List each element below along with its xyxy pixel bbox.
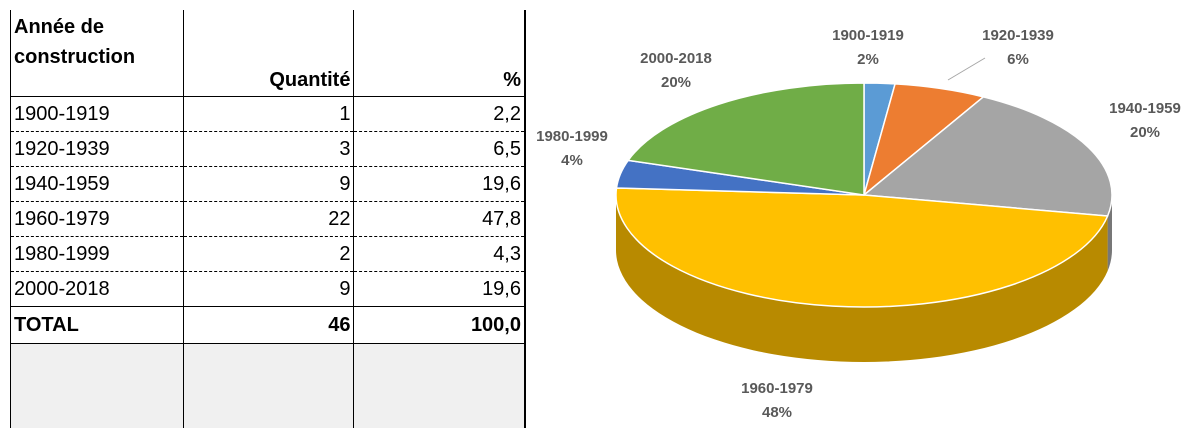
table-cell [10,343,184,428]
data-table: Année de construction Quantité% 1900-1919 1… [10,10,527,428]
table-cell: 1980-1999 [10,236,184,272]
data-label-category: 1920-1939 [982,27,1054,44]
data-label-category: 1960-1979 [741,380,813,397]
data-label-value: 2% [857,51,879,68]
leader-line [947,57,986,81]
data-label-value: 6% [1007,51,1029,68]
table-cell: 1900-1919 [10,96,184,132]
table-cell: 4,3 [353,236,527,272]
table-cell: 47,8 [353,201,527,237]
table-cell: 19,6 [353,271,527,307]
table-row: 2000-2018 9 19,6 [10,271,527,307]
data-label-value: 20% [661,74,691,91]
pie-slice [626,82,865,196]
table-cell: Année de construction [10,10,184,97]
table-cell: 1920-1939 [10,131,184,167]
table-cell: 2,2 [353,96,527,132]
data-label-category: 1980-1999 [536,128,608,145]
table-cell [182,343,354,428]
table-cell: 2 [182,236,354,272]
table-row: Année de construction Quantité% [10,10,527,97]
table-row: 1980-1999 2 4,3 [10,236,527,272]
table-row: 1920-1939 3 6,5 [10,131,527,167]
data-label-value: 20% [1130,124,1160,141]
data-label-value: 48% [762,404,792,421]
table-cell: TOTAL [10,306,184,344]
table-cell: 6,5 [353,131,527,167]
table-cell: 9 [182,166,354,202]
table-row: 1940-1959 9 19,6 [10,166,527,202]
data-label-category: 1940-1959 [1109,100,1181,117]
table-cell: 19,6 [353,166,527,202]
table-row: 1960-1979 22 47,8 [10,201,527,237]
table-cell: Quantité [182,10,354,97]
table-cell [353,343,527,428]
table-cell: 1960-1979 [10,201,184,237]
table-cell: 22 [182,201,354,237]
data-label-category: 2000-2018 [640,50,712,67]
table-row: TOTAL 46 100,0 [10,306,527,344]
data-label-category: 1900-1919 [832,27,904,44]
table-cell: 9 [182,271,354,307]
table-row: 1900-1919 1 2,2 [10,96,527,132]
pie-slice-side [616,195,1108,362]
table-cell: 1940-1959 [10,166,184,202]
data-label-value: 4% [561,152,583,169]
table-cell: 46 [182,306,354,344]
table-cell: 3 [182,131,354,167]
pie-slice [862,96,1113,217]
pie-slice [615,187,1109,308]
table-row [10,343,527,428]
table-cell: 100,0 [353,306,527,344]
table-cell: 1 [182,96,354,132]
table-cell: % [353,10,527,97]
table-cell: 2000-2018 [10,271,184,307]
